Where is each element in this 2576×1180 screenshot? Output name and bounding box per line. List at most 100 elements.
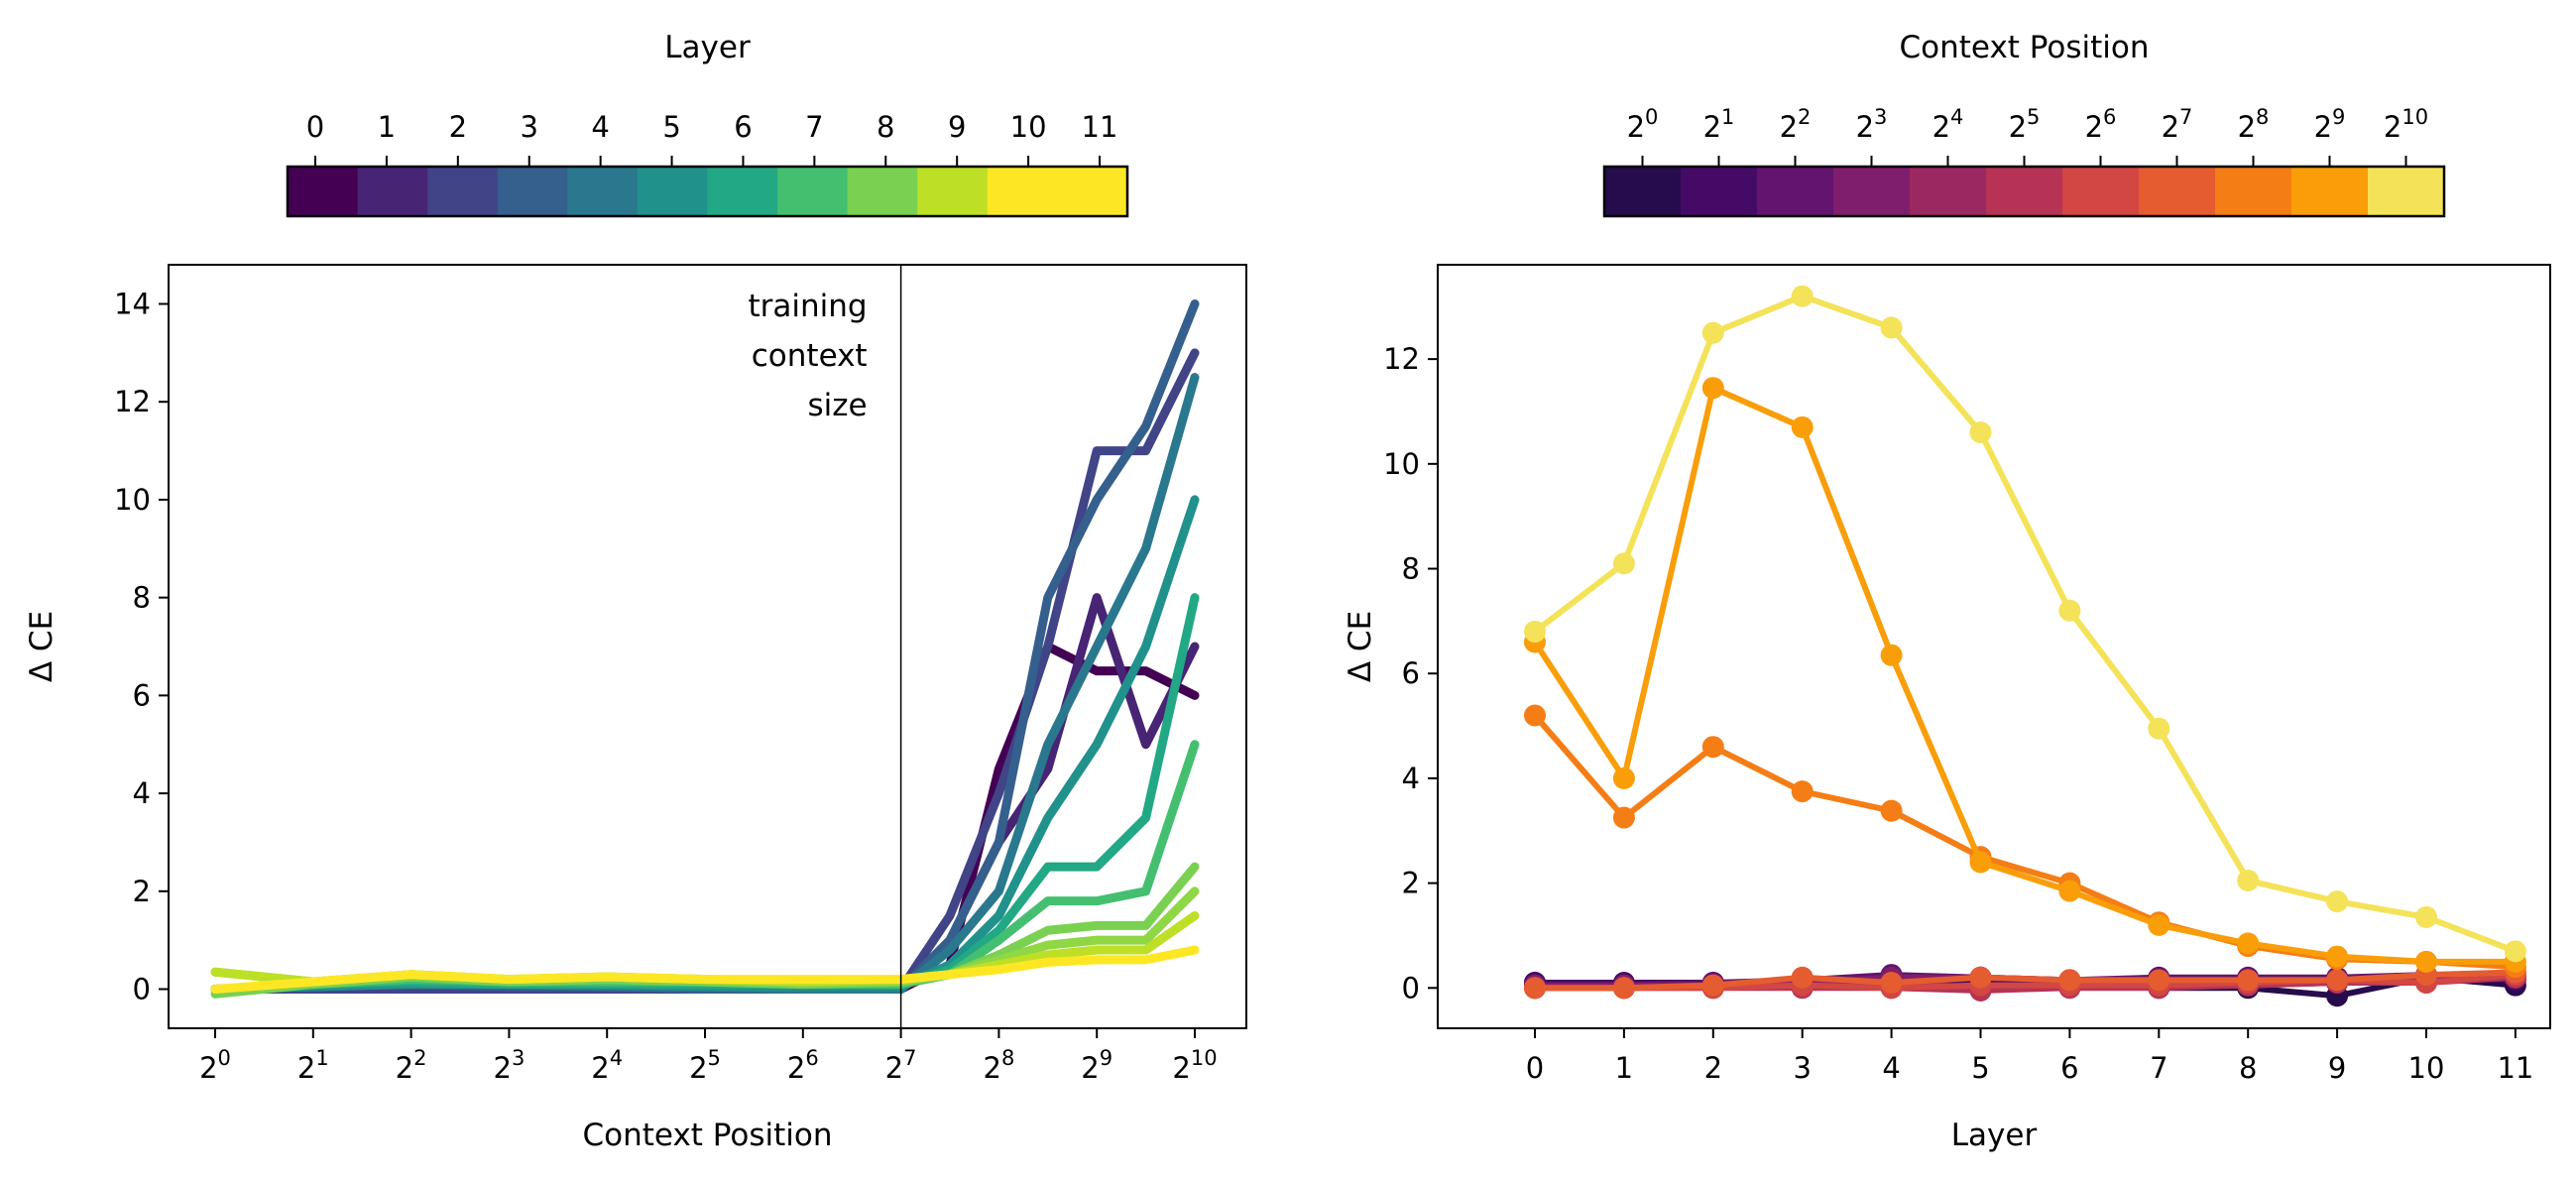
data-point (1969, 966, 1992, 989)
colorbar-tick-label: 11 (1082, 110, 1118, 144)
data-point (1791, 780, 1814, 803)
data-point (2504, 940, 2526, 963)
colorbar-segment (1681, 167, 1758, 216)
data-point (2415, 905, 2437, 928)
data-point (1524, 704, 1546, 727)
colorbar-segment (987, 167, 1058, 216)
y-tick-label: 10 (1383, 447, 1420, 481)
x-tick-label: 4 (1882, 1051, 1900, 1085)
x-tick-label: 6 (2060, 1051, 2078, 1085)
data-point (2237, 869, 2260, 891)
colorbar-tick-label: 7 (805, 110, 823, 144)
colorbar-tick-label: 0 (306, 110, 324, 144)
y-tick-label: 4 (1402, 762, 1420, 795)
colorbar-tick-label: 21 (1703, 105, 1735, 144)
colorbar-tick-label: 210 (2384, 105, 2428, 144)
x-tick-label: 25 (689, 1046, 721, 1085)
y-axis-label: Δ CE (1343, 611, 1378, 682)
y-tick-label: 10 (114, 483, 151, 517)
data-point (2415, 950, 2437, 973)
colorbar-tick-label: 23 (1856, 105, 1888, 144)
y-tick-label: 14 (114, 287, 151, 320)
colorbar-segment (567, 167, 639, 216)
colorbar-segment (847, 167, 918, 216)
y-tick-label: 4 (133, 776, 151, 810)
series-line (210, 945, 1200, 995)
y-tick-label: 8 (133, 581, 151, 615)
annotation-text: size (807, 388, 867, 423)
colorbar-tick-label: 27 (2162, 105, 2193, 144)
y-tick-label: 6 (1402, 656, 1420, 690)
colorbar-segment (2368, 167, 2445, 216)
data-point (1701, 321, 1724, 344)
x-tick-label: 11 (2497, 1051, 2533, 1085)
colorbar-tick-label: 10 (1010, 110, 1047, 144)
x-tick-label: 3 (1793, 1051, 1811, 1085)
y-axis-label: Δ CE (24, 611, 59, 682)
data-point (2326, 969, 2349, 992)
x-tick-label: 7 (2150, 1051, 2167, 1085)
colorbar-tick-label: 2 (449, 110, 467, 144)
colorbar-tick-label: 24 (1932, 105, 1964, 144)
colorbar-segment (1757, 167, 1834, 216)
y-tick-label: 2 (1402, 867, 1420, 900)
data-point (1880, 972, 1903, 995)
data-point (2148, 913, 2170, 936)
data-point (2237, 969, 2260, 992)
colorbar-segment (707, 167, 778, 216)
x-tick-label: 5 (1971, 1051, 1989, 1085)
data-point (1969, 851, 1992, 874)
data-point (1880, 644, 1903, 666)
colorbar-segment (2062, 167, 2140, 216)
colorbar-segment (1910, 167, 1987, 216)
colorbar-frame (286, 165, 1129, 218)
x-tick-label: 9 (2328, 1051, 2346, 1085)
colorbar-tick-label: 25 (2009, 105, 2041, 144)
data-point (1701, 736, 1724, 759)
colorbar-segment (427, 167, 499, 216)
annotation-text: context (752, 338, 868, 374)
x-tick-label: 10 (2408, 1051, 2445, 1085)
colorbar-tick-label: 6 (734, 110, 752, 144)
colorbar-segment (1833, 167, 1911, 216)
series-line (1532, 712, 2518, 971)
colorbar-segment (2139, 167, 2216, 216)
plot-frame (168, 264, 1247, 1029)
data-point (1791, 415, 1814, 438)
x-tick-label: 2 (1704, 1051, 1722, 1085)
colorbar-tick-label: 29 (2314, 105, 2346, 144)
data-point (1524, 977, 1546, 1000)
x-tick-label: 22 (396, 1046, 427, 1085)
x-axis-label: Layer (1951, 1118, 2038, 1153)
y-tick-label: 12 (114, 385, 151, 418)
colorbar-tick-label: 26 (2085, 105, 2117, 144)
x-tick-label: 8 (2239, 1051, 2257, 1085)
data-point (1791, 966, 1814, 989)
y-tick-label: 8 (1402, 552, 1420, 586)
data-point (2148, 969, 2170, 992)
plot-frame (1437, 264, 2551, 1029)
y-tick-label: 12 (1383, 342, 1420, 376)
x-tick-label: 23 (493, 1046, 525, 1085)
colorbar-segment (1604, 167, 1682, 216)
colorbar-tick-label: 3 (521, 110, 538, 144)
colorbar-tick-label: 4 (591, 110, 609, 144)
colorbar-tick-label: 28 (2238, 105, 2270, 144)
x-tick-label: 0 (1526, 1051, 1544, 1085)
colorbar-title: Layer (664, 30, 751, 65)
data-point (2148, 717, 2170, 740)
data-point (1880, 799, 1903, 822)
colorbar-segment (777, 167, 849, 216)
x-tick-label: 21 (297, 1046, 329, 1085)
colorbar-segment (288, 167, 359, 216)
colorbar-tick-label: 5 (662, 110, 680, 144)
colorbar-segment (357, 167, 428, 216)
series-line (210, 348, 1200, 995)
data-point (1969, 421, 1992, 444)
colorbar-segment (917, 167, 989, 216)
colorbar-segment (497, 167, 568, 216)
colorbar-tick-label: 1 (378, 110, 396, 144)
